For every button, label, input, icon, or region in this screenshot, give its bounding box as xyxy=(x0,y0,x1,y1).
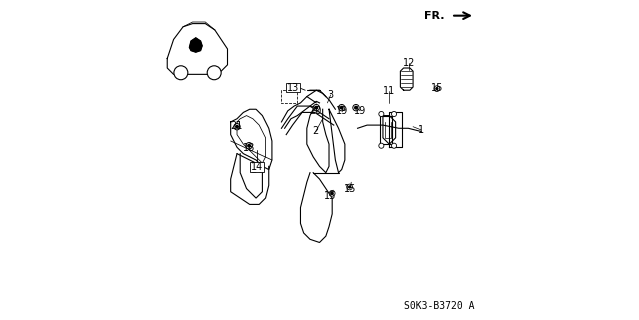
Text: 14: 14 xyxy=(250,165,263,175)
Circle shape xyxy=(236,125,238,128)
Text: 18: 18 xyxy=(243,143,255,153)
Circle shape xyxy=(331,192,333,194)
Circle shape xyxy=(248,144,250,147)
Circle shape xyxy=(347,184,353,190)
Text: 1: 1 xyxy=(418,125,424,135)
Text: 15: 15 xyxy=(344,184,357,194)
FancyBboxPatch shape xyxy=(250,162,264,172)
Circle shape xyxy=(379,111,384,116)
Circle shape xyxy=(207,66,221,80)
Circle shape xyxy=(434,86,440,92)
Circle shape xyxy=(392,143,397,148)
Circle shape xyxy=(313,105,320,111)
Text: 13: 13 xyxy=(287,83,299,93)
Text: 19: 19 xyxy=(354,106,366,116)
Polygon shape xyxy=(189,38,202,52)
Text: 13: 13 xyxy=(288,83,300,93)
Circle shape xyxy=(246,142,252,149)
Text: 14: 14 xyxy=(250,162,263,172)
Circle shape xyxy=(341,106,343,109)
Circle shape xyxy=(436,88,438,90)
Text: 19: 19 xyxy=(335,106,348,116)
Circle shape xyxy=(329,190,335,196)
Text: S0K3-B3720 A: S0K3-B3720 A xyxy=(404,301,475,311)
Circle shape xyxy=(379,143,384,148)
Circle shape xyxy=(315,106,318,109)
Text: FR.: FR. xyxy=(424,11,445,21)
Text: 3: 3 xyxy=(328,90,334,100)
Text: 20: 20 xyxy=(309,106,322,116)
FancyBboxPatch shape xyxy=(286,83,300,92)
Text: 12: 12 xyxy=(403,58,415,68)
Text: 15: 15 xyxy=(323,190,336,201)
Text: 2: 2 xyxy=(312,126,319,136)
Circle shape xyxy=(174,66,188,80)
Circle shape xyxy=(339,105,345,111)
Text: 21: 21 xyxy=(230,121,242,131)
Circle shape xyxy=(353,105,359,111)
Text: 15: 15 xyxy=(431,83,443,93)
Circle shape xyxy=(234,124,240,130)
Text: 11: 11 xyxy=(383,86,396,96)
Circle shape xyxy=(392,111,397,116)
Circle shape xyxy=(355,106,357,109)
Circle shape xyxy=(349,186,351,188)
